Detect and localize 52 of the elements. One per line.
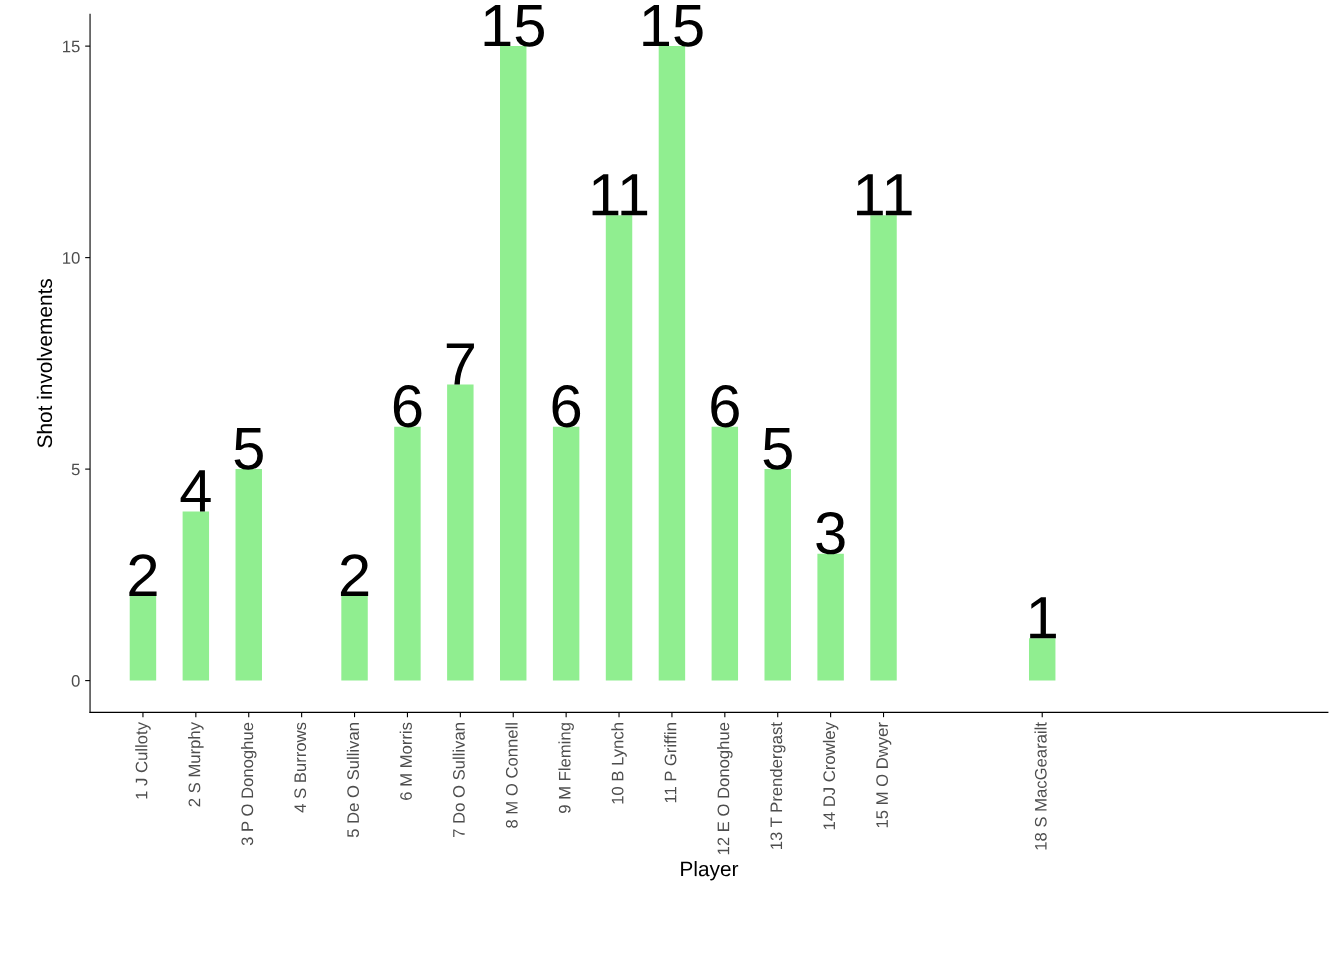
- x-axis-title: Player: [681, 861, 739, 881]
- bar: [1029, 638, 1056, 681]
- bar: [552, 426, 580, 681]
- data-label: 6: [393, 385, 422, 428]
- data-label: 2: [340, 554, 369, 596]
- bar: [182, 511, 210, 681]
- y-tick-label: 5: [71, 463, 80, 476]
- data-label: 11: [592, 174, 648, 216]
- data-label: 5: [234, 428, 263, 470]
- x-tick-label: 3 P O Donoghue: [240, 722, 257, 846]
- data-label: 2: [129, 554, 157, 596]
- data-label: 6: [711, 385, 739, 428]
- bar: [817, 553, 844, 681]
- y-tick-label: 15: [63, 40, 80, 53]
- bar: [711, 426, 739, 681]
- data-label: 3: [816, 512, 845, 555]
- y-tick-label: 10: [63, 252, 80, 264]
- y-tick-label: 0: [71, 675, 80, 687]
- x-tick-label: 5 De O Sullivan: [346, 723, 360, 838]
- x-tick-label: 15 M O Dwyer: [876, 722, 892, 828]
- bar: [447, 384, 474, 681]
- x-tick-label: 11 P Griffin: [664, 723, 677, 803]
- x-tick-label: 8 M O Connell: [505, 723, 518, 828]
- x-tick-label: 14 DJ Crowley: [822, 722, 839, 830]
- x-tick-label: 7 Do O Sullivan: [452, 723, 465, 837]
- bar: [394, 426, 421, 681]
- x-tick-label: 18 S MacGearailt: [1034, 722, 1047, 850]
- data-label: 6: [552, 385, 581, 428]
- data-label: 15: [643, 5, 703, 47]
- x-tick-label: 6 M Morris: [399, 722, 412, 800]
- bar: [235, 469, 262, 681]
- bar: [764, 469, 791, 681]
- data-label: 4: [180, 470, 211, 512]
- data-label: 1: [1030, 597, 1056, 639]
- x-tick-label: 1 J Culloty: [135, 722, 151, 799]
- x-tick-label: 12 E O Donoghue: [717, 722, 733, 855]
- data-label: 5: [763, 428, 792, 470]
- data-label: 7: [446, 343, 474, 385]
- bar: [658, 46, 686, 681]
- x-tick-label: 9 M Fleming: [558, 723, 574, 813]
- x-tick-label: 2 S Murphy: [188, 722, 204, 807]
- bar: [129, 596, 157, 681]
- bar: [341, 596, 368, 681]
- bar: [870, 215, 897, 681]
- data-label: 11: [857, 174, 912, 216]
- x-tick-label: 13 T Prendergast: [769, 722, 786, 849]
- data-label: 15: [484, 5, 544, 47]
- bar: [500, 46, 527, 681]
- y-axis-title: Shot involvements: [36, 278, 53, 448]
- bar: [605, 215, 633, 681]
- x-tick-label: 10 B Lynch: [611, 723, 627, 804]
- x-tick-label: 4 S Burrows: [294, 722, 307, 813]
